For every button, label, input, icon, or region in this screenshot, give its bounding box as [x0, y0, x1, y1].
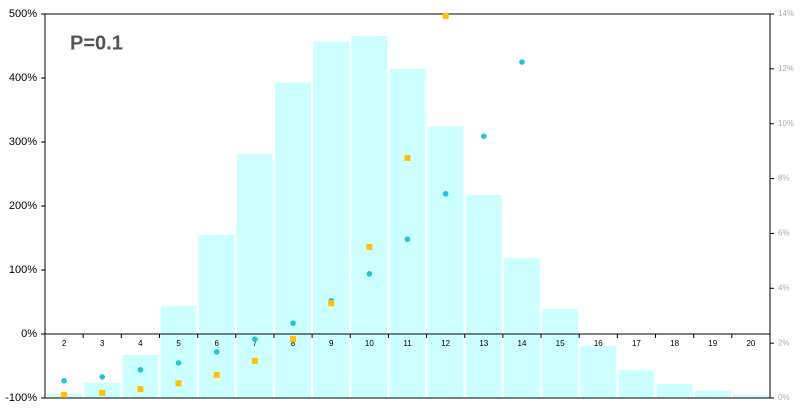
x-tick-label: 19: [708, 339, 717, 348]
y-tick-label: 100%: [9, 264, 37, 276]
bar: [694, 390, 731, 398]
point: [481, 133, 487, 140]
x-tick-label: 12: [441, 339, 450, 348]
bar: [198, 234, 235, 398]
point: [404, 155, 411, 161]
point: [442, 12, 449, 19]
y-tick-label: 200%: [9, 200, 37, 212]
point: [99, 389, 106, 396]
point: [61, 391, 68, 398]
bar: [656, 384, 693, 398]
x-tick-label: 3: [100, 339, 105, 348]
y-tick-label: 500%: [9, 8, 37, 20]
x-tick-label: 16: [594, 339, 603, 348]
bar: [427, 126, 464, 398]
y2-tick-label: 4%: [778, 283, 790, 292]
bar: [465, 195, 502, 398]
point: [290, 336, 297, 343]
x-tick-label: 11: [403, 339, 412, 348]
x-tick-label: 17: [632, 339, 641, 348]
x-tick-label: 10: [365, 339, 374, 348]
x-tick-label: 14: [518, 339, 527, 348]
point: [137, 386, 144, 393]
bar: [618, 370, 655, 398]
y2-tick-label: 10%: [778, 119, 794, 128]
point: [442, 191, 449, 197]
bar: [580, 345, 617, 398]
x-tick-label: 7: [253, 339, 258, 348]
point: [252, 336, 258, 342]
x-tick-label: 20: [746, 339, 755, 348]
x-tick-label: 2: [62, 339, 67, 348]
x-tick-label: 6: [214, 339, 219, 348]
bar: [236, 153, 273, 398]
point: [251, 357, 258, 364]
x-tick-label: 9: [329, 339, 334, 348]
point: [290, 320, 296, 326]
y2-tick-label: 14%: [778, 9, 794, 18]
y2-tick-label: 8%: [778, 174, 790, 183]
point: [328, 300, 335, 307]
point: [366, 243, 373, 250]
point: [213, 371, 220, 378]
y2-tick-label: 6%: [778, 229, 790, 238]
annotation: P=0.1: [70, 32, 123, 54]
point: [519, 59, 525, 65]
bar: [542, 308, 579, 398]
x-tick-label: 8: [291, 339, 296, 348]
point: [61, 377, 67, 384]
point: [175, 360, 182, 366]
y-tick-label: 0%: [21, 328, 37, 340]
point: [213, 349, 220, 355]
bar: [504, 258, 540, 398]
point: [404, 236, 411, 243]
x-tick-label: 18: [670, 339, 679, 348]
x-tick-label: 5: [176, 339, 181, 348]
bar: [313, 41, 350, 399]
x-tick-label: 13: [479, 339, 488, 348]
x-tick-label: 15: [556, 339, 565, 348]
point: [99, 374, 106, 380]
point: [366, 271, 373, 277]
bar: [275, 82, 311, 399]
y2-tick-label: 12%: [778, 64, 794, 73]
y2-tick-label: 2%: [778, 338, 790, 347]
y-tick-label: 400%: [9, 72, 37, 84]
bar: [389, 68, 426, 398]
point: [137, 367, 144, 373]
y-tick-label: -100%: [5, 392, 37, 404]
point: [175, 380, 182, 387]
y-tick-label: 300%: [9, 136, 37, 148]
bar: [732, 394, 769, 398]
y2-tick-label: 0%: [778, 393, 790, 402]
x-tick-label: 4: [138, 339, 143, 348]
bar: [351, 35, 388, 398]
